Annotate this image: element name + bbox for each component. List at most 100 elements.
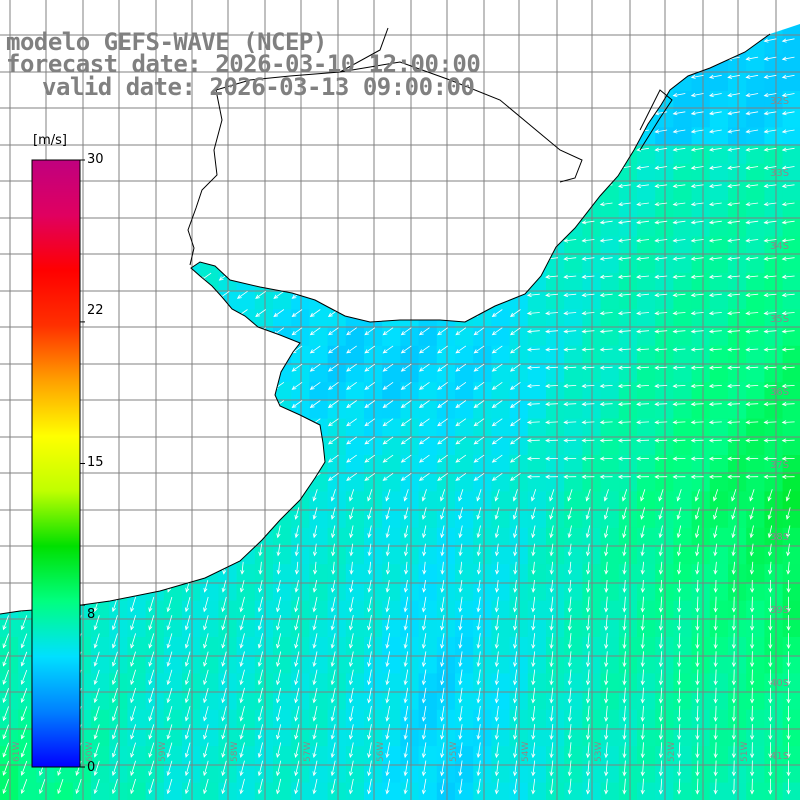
wind-arrow <box>203 724 209 740</box>
wind-arrow <box>73 145 84 154</box>
wind-arrow <box>312 580 318 593</box>
wind-arrow <box>2 651 9 667</box>
wind-arrow <box>599 383 613 389</box>
wind-arrow <box>257 742 263 758</box>
wind-arrow <box>349 525 354 539</box>
wind-arrow <box>749 489 755 502</box>
wind-arrow <box>617 383 631 389</box>
wind-arrow <box>745 383 759 389</box>
wind-arrow <box>708 402 722 407</box>
wind-arrow <box>604 633 609 650</box>
wind-arrow <box>440 705 445 722</box>
wind-arrow <box>382 254 394 263</box>
wind-arrow <box>640 633 645 650</box>
wind-arrow <box>531 489 537 502</box>
wind-arrow <box>709 56 722 61</box>
wind-arrow <box>166 742 173 758</box>
wind-arrow <box>367 525 372 539</box>
wind-arrow <box>750 633 755 650</box>
wind-arrow <box>567 596 572 613</box>
wind-arrow <box>273 345 285 354</box>
wind-arrow <box>690 92 704 98</box>
wind-arrow <box>745 402 759 407</box>
wind-arrow <box>526 220 540 225</box>
wind-arrow <box>708 329 722 334</box>
wind-arrow <box>149 543 154 557</box>
wind-arrow <box>640 724 645 741</box>
wind-arrow <box>346 436 357 445</box>
wind-arrow <box>400 381 412 390</box>
wind-arrow <box>239 687 245 704</box>
wind-arrow <box>549 651 554 668</box>
wind-arrow <box>545 383 559 389</box>
wind-arrow <box>768 651 773 668</box>
wind-arrow <box>781 92 795 98</box>
wind-arrow <box>455 254 467 263</box>
wind-arrow <box>164 145 175 154</box>
wind-arrow <box>164 108 175 117</box>
wind-arrow <box>182 108 194 117</box>
wind-arrow <box>708 311 722 316</box>
wind-arrow <box>658 507 664 520</box>
wind-arrow <box>182 272 194 281</box>
wind-arrow <box>348 706 354 722</box>
wind-arrow <box>127 181 139 190</box>
wind-arrow <box>112 561 118 575</box>
wind-arrow <box>636 456 650 461</box>
wind-arrow <box>309 454 321 463</box>
wind-arrow <box>654 474 668 479</box>
wind-arrow <box>585 507 591 520</box>
wind-arrow <box>330 706 336 722</box>
wind-arrow <box>563 129 577 134</box>
wind-arrow <box>200 381 212 390</box>
wind-arrow <box>203 651 209 667</box>
wind-arrow <box>164 290 175 299</box>
wind-arrow <box>690 383 704 389</box>
lat-label-38s: 38S <box>770 532 790 543</box>
wind-arrow <box>331 580 336 593</box>
wind-arrow <box>750 687 755 704</box>
wind-arrow <box>708 474 722 479</box>
wind-arrow <box>676 507 682 520</box>
wind-arrow <box>750 760 755 777</box>
wind-arrow <box>658 760 664 777</box>
wind-arrow <box>21 489 27 502</box>
wind-arrow <box>599 202 613 207</box>
wind-arrow <box>309 363 321 372</box>
wind-arrow <box>18 145 30 154</box>
wind-arrow <box>473 163 485 172</box>
wind-arrow <box>768 561 773 575</box>
wind-arrow <box>0 236 12 245</box>
wind-arrow <box>549 525 554 539</box>
wind-arrow <box>367 778 372 795</box>
wind-arrow <box>418 36 430 45</box>
wind-arrow <box>563 256 577 261</box>
wind-arrow <box>276 778 282 795</box>
wind-arrow <box>112 706 118 722</box>
wind-arrow <box>526 474 540 479</box>
wind-arrow <box>640 489 646 502</box>
wind-arrow <box>18 181 30 190</box>
wind-arrow <box>491 418 503 427</box>
wind-arrow <box>727 474 741 479</box>
wind-arrow <box>745 165 759 170</box>
wind-arrow <box>473 454 485 463</box>
wind-arrow <box>604 651 609 668</box>
wind-arrow <box>2 669 9 685</box>
wind-arrow <box>403 614 409 631</box>
wind-arrow <box>599 329 613 334</box>
wind-arrow <box>294 669 300 686</box>
wind-arrow <box>690 292 704 298</box>
wind-arrow <box>421 596 427 613</box>
wind-arrow <box>327 381 339 390</box>
wind-arrow <box>294 489 300 502</box>
wind-arrow <box>654 202 668 207</box>
wind-arrow <box>476 705 481 722</box>
wind-arrow <box>312 543 318 557</box>
wind-arrow <box>563 311 577 316</box>
wind-arrow <box>513 579 518 593</box>
wind-arrow <box>200 199 212 208</box>
wind-arrow <box>418 218 430 227</box>
wind-arrow <box>291 381 303 390</box>
wind-arrow <box>617 147 631 152</box>
